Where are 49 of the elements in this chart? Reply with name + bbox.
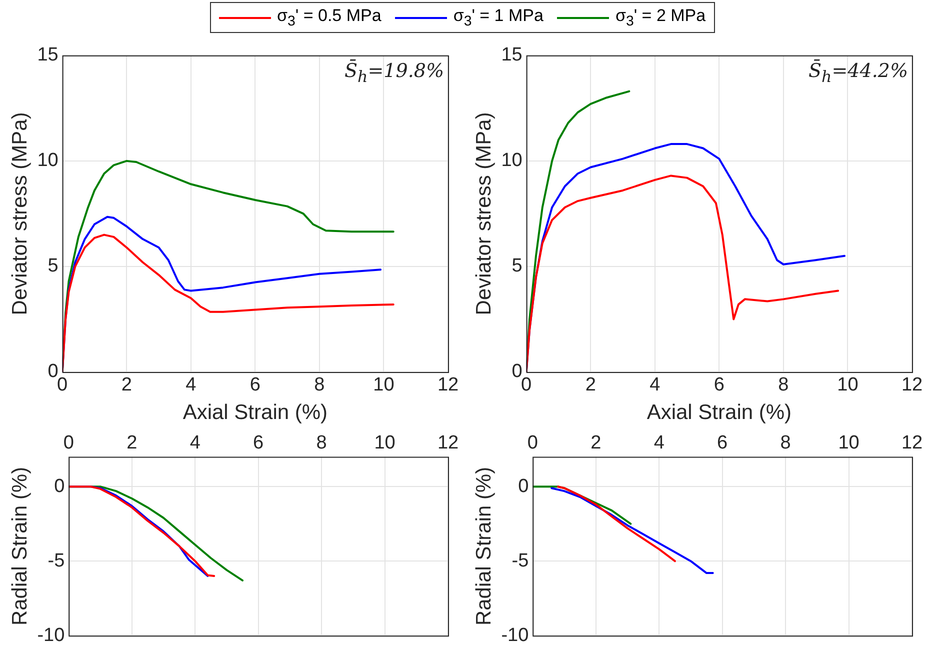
y-tick-label: 15 <box>501 44 522 66</box>
x-tick-label: 4 <box>186 374 197 396</box>
x2-tick-label: 8 <box>780 432 791 454</box>
y-tick-label: -5 <box>48 550 65 572</box>
x2-tick-label: 6 <box>717 432 728 454</box>
y-tick-label: 0 <box>54 476 65 497</box>
legend-label: σ$_{3}$' = 1 MPa <box>453 6 544 30</box>
annotation: S̄$_{h}$=44.2% <box>808 60 908 86</box>
x2-tick-label: 10 <box>838 432 860 454</box>
x-tick-label: 4 <box>650 374 661 396</box>
x2-tick-label: 8 <box>316 432 327 454</box>
x2-tick-label: 2 <box>590 432 602 454</box>
x2-tick-label: 6 <box>253 432 264 454</box>
y-tick-label: 5 <box>48 256 58 277</box>
x-axis-title: Axial Strain (%) <box>646 401 792 424</box>
x-tick-label: 10 <box>837 374 858 396</box>
x2-tick-label: 4 <box>190 432 201 454</box>
x2-tick-label: 10 <box>374 432 396 454</box>
y-axis-title: Deviator stress (MPa) <box>8 112 32 316</box>
x-tick-label: 2 <box>121 374 132 396</box>
y-axis-title: Radial Strain (%) <box>472 466 496 626</box>
y-tick-label: 0 <box>518 476 529 497</box>
y-tick-label: -10 <box>37 624 65 646</box>
x-tick-label: 6 <box>714 374 724 396</box>
y-axis-title: Deviator stress (MPa) <box>472 112 496 316</box>
x-tick-label: 12 <box>901 374 923 396</box>
x-tick-label: 8 <box>778 374 789 396</box>
x-tick-label: 8 <box>314 374 325 396</box>
y-tick-label: 15 <box>37 44 58 66</box>
x-tick-label: 10 <box>373 374 394 396</box>
x-tick-label: 2 <box>585 374 596 396</box>
y-tick-label: 0 <box>512 361 522 382</box>
annotation: S̄$_{h}$=19.8% <box>344 60 444 86</box>
x-tick-label: 12 <box>437 374 459 396</box>
y-tick-label: 5 <box>512 256 522 277</box>
y-tick-label: -10 <box>501 624 529 646</box>
y-tick-label: 10 <box>37 150 58 172</box>
legend-label: σ$_{3}$' = 0.5 MPa <box>277 6 382 30</box>
x2-tick-label: 12 <box>901 432 923 454</box>
y-tick-label: -5 <box>512 550 529 572</box>
y-axis-title: Radial Strain (%) <box>8 466 32 626</box>
x2-tick-label: 12 <box>437 432 459 454</box>
legend-label: σ$_{3}$' = 2 MPa <box>615 6 706 30</box>
x-axis-title: Axial Strain (%) <box>182 401 328 424</box>
y-tick-label: 10 <box>501 150 522 172</box>
x2-tick-label: 4 <box>654 432 665 454</box>
y-tick-label: 0 <box>48 361 58 382</box>
x-tick-label: 6 <box>250 374 260 396</box>
x2-tick-label: 2 <box>126 432 138 454</box>
